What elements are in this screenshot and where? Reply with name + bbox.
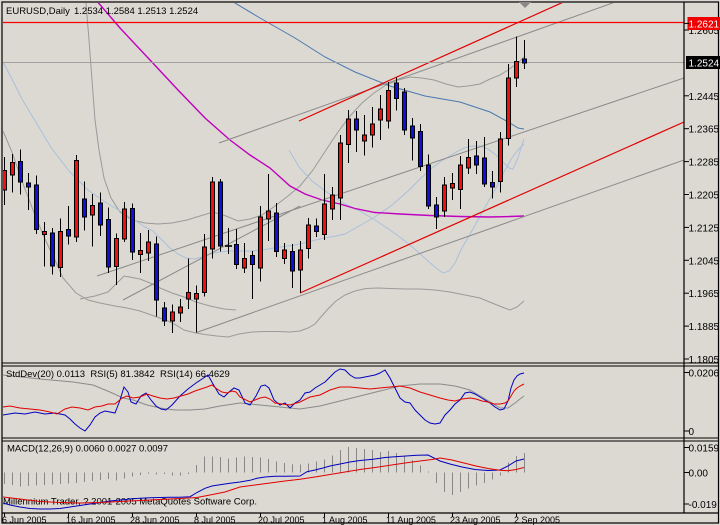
svg-text:0: 0 <box>689 427 695 438</box>
svg-text:1.1965: 1.1965 <box>689 289 720 300</box>
svg-text:0.00: 0.00 <box>689 469 709 480</box>
svg-text:1.2534 1.2584 1.2513 1.2524: 1.2534 1.2584 1.2513 1.2524 <box>74 6 198 17</box>
svg-text:8 Jul 2005: 8 Jul 2005 <box>194 515 236 525</box>
svg-text:MACD(12,26,9) 0.0060 0.0027 0.: MACD(12,26,9) 0.0060 0.0027 0.0097 <box>7 444 168 455</box>
svg-text:1.2621: 1.2621 <box>689 20 720 31</box>
svg-text:1.2125: 1.2125 <box>689 223 720 234</box>
svg-text:Millennium Trader, ? 2001-2005: Millennium Trader, ? 2001-2005 MetaQuote… <box>3 497 257 508</box>
svg-text:1.2045: 1.2045 <box>689 256 720 267</box>
svg-text:1 Aug 2005: 1 Aug 2005 <box>322 515 368 525</box>
svg-text:28 Jun 2005: 28 Jun 2005 <box>130 515 180 525</box>
svg-text:1.2605: 1.2605 <box>689 26 720 37</box>
svg-text:1.2524: 1.2524 <box>689 59 720 70</box>
svg-text:1.2365: 1.2365 <box>689 125 720 136</box>
svg-text:0.0206: 0.0206 <box>689 369 720 380</box>
svg-text:EURUSD,Daily: EURUSD,Daily <box>6 6 70 17</box>
svg-text:11 Aug 2005: 11 Aug 2005 <box>386 515 436 525</box>
svg-text:6 Jun 2005: 6 Jun 2005 <box>2 515 47 525</box>
svg-text:1.2445: 1.2445 <box>689 92 720 103</box>
svg-text:1.2285: 1.2285 <box>689 158 720 169</box>
svg-text:StdDev(20) 0.0113 RSI(5) 81.3: StdDev(20) 0.0113 RSI(5) 81.3842 RSI(14)… <box>6 369 230 380</box>
svg-text:16 Jun 2005: 16 Jun 2005 <box>66 515 116 525</box>
svg-text:23 Aug 2005: 23 Aug 2005 <box>450 515 501 525</box>
svg-text:1.1805: 1.1805 <box>689 355 720 366</box>
svg-text:1.1885: 1.1885 <box>689 322 720 333</box>
svg-text:-0.019: -0.019 <box>689 500 718 511</box>
svg-text:1.2205: 1.2205 <box>689 191 720 202</box>
svg-text:2 Sep 2005: 2 Sep 2005 <box>514 515 560 525</box>
svg-text:0.0159: 0.0159 <box>689 444 720 455</box>
svg-text:20 Jul 2005: 20 Jul 2005 <box>258 515 305 525</box>
